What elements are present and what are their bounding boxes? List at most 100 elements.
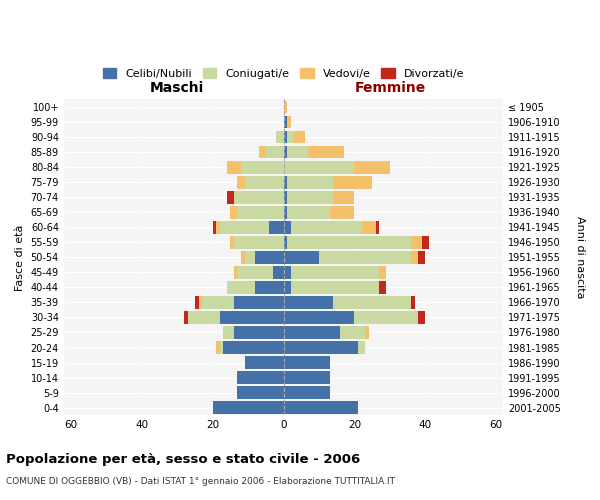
- Bar: [199, 296, 202, 309]
- Bar: [212, 221, 216, 234]
- Bar: [255, 251, 284, 264]
- Bar: [340, 326, 365, 339]
- Bar: [287, 116, 290, 128]
- Bar: [238, 266, 273, 278]
- Bar: [284, 341, 358, 354]
- Bar: [220, 341, 223, 354]
- Bar: [411, 251, 418, 264]
- Bar: [227, 191, 234, 203]
- Bar: [284, 356, 329, 369]
- Bar: [184, 311, 188, 324]
- Bar: [422, 236, 429, 248]
- Bar: [284, 296, 333, 309]
- Bar: [238, 386, 284, 399]
- Bar: [358, 341, 365, 354]
- Bar: [227, 160, 241, 173]
- Bar: [284, 116, 287, 128]
- Bar: [284, 251, 319, 264]
- Bar: [290, 221, 362, 234]
- Bar: [355, 311, 418, 324]
- Bar: [188, 311, 220, 324]
- Bar: [266, 146, 284, 158]
- Bar: [238, 371, 284, 384]
- Bar: [241, 160, 284, 173]
- Text: Maschi: Maschi: [150, 81, 205, 95]
- Text: Femmine: Femmine: [355, 81, 425, 95]
- Bar: [284, 326, 340, 339]
- Bar: [216, 341, 220, 354]
- Bar: [255, 281, 284, 294]
- Bar: [376, 221, 379, 234]
- Bar: [238, 206, 284, 218]
- Bar: [284, 236, 287, 248]
- Bar: [284, 371, 329, 384]
- Bar: [216, 221, 220, 234]
- Bar: [241, 251, 245, 264]
- Bar: [277, 130, 284, 143]
- Bar: [234, 326, 284, 339]
- Bar: [245, 356, 284, 369]
- Y-axis label: Anni di nascita: Anni di nascita: [575, 216, 585, 298]
- Bar: [227, 281, 255, 294]
- Bar: [290, 281, 379, 294]
- Bar: [308, 146, 344, 158]
- Bar: [273, 266, 284, 278]
- Bar: [379, 266, 386, 278]
- Bar: [284, 266, 290, 278]
- Bar: [418, 311, 425, 324]
- Bar: [333, 176, 372, 188]
- Legend: Celibi/Nubili, Coniugati/e, Vedovi/e, Divorzati/e: Celibi/Nubili, Coniugati/e, Vedovi/e, Di…: [98, 64, 469, 84]
- Bar: [195, 296, 199, 309]
- Bar: [223, 326, 234, 339]
- Bar: [284, 386, 329, 399]
- Text: Popolazione per età, sesso e stato civile - 2006: Popolazione per età, sesso e stato civil…: [6, 452, 360, 466]
- Bar: [284, 191, 287, 203]
- Bar: [202, 296, 234, 309]
- Bar: [319, 251, 411, 264]
- Bar: [284, 206, 287, 218]
- Bar: [220, 311, 284, 324]
- Y-axis label: Fasce di età: Fasce di età: [15, 224, 25, 290]
- Bar: [418, 251, 425, 264]
- Bar: [287, 176, 333, 188]
- Bar: [333, 296, 411, 309]
- Bar: [245, 251, 255, 264]
- Bar: [234, 296, 284, 309]
- Bar: [411, 296, 415, 309]
- Bar: [284, 281, 290, 294]
- Bar: [230, 206, 238, 218]
- Bar: [362, 221, 376, 234]
- Bar: [411, 236, 422, 248]
- Bar: [287, 206, 329, 218]
- Bar: [259, 146, 266, 158]
- Bar: [212, 401, 284, 414]
- Bar: [234, 191, 284, 203]
- Bar: [234, 266, 238, 278]
- Bar: [290, 266, 379, 278]
- Bar: [365, 326, 368, 339]
- Bar: [287, 191, 333, 203]
- Bar: [269, 221, 284, 234]
- Bar: [284, 311, 355, 324]
- Text: COMUNE DI OGGEBBIO (VB) - Dati ISTAT 1° gennaio 2006 - Elaborazione TUTTITALIA.I: COMUNE DI OGGEBBIO (VB) - Dati ISTAT 1° …: [6, 478, 395, 486]
- Bar: [355, 160, 390, 173]
- Bar: [287, 236, 411, 248]
- Bar: [379, 281, 386, 294]
- Bar: [284, 401, 358, 414]
- Bar: [294, 130, 305, 143]
- Bar: [220, 221, 269, 234]
- Bar: [287, 130, 294, 143]
- Bar: [284, 221, 290, 234]
- Bar: [287, 146, 308, 158]
- Bar: [245, 176, 284, 188]
- Bar: [238, 176, 245, 188]
- Bar: [284, 176, 287, 188]
- Bar: [284, 160, 355, 173]
- Bar: [329, 206, 355, 218]
- Bar: [333, 191, 355, 203]
- Bar: [284, 146, 287, 158]
- Bar: [284, 100, 287, 114]
- Bar: [223, 341, 284, 354]
- Bar: [230, 236, 234, 248]
- Bar: [234, 236, 284, 248]
